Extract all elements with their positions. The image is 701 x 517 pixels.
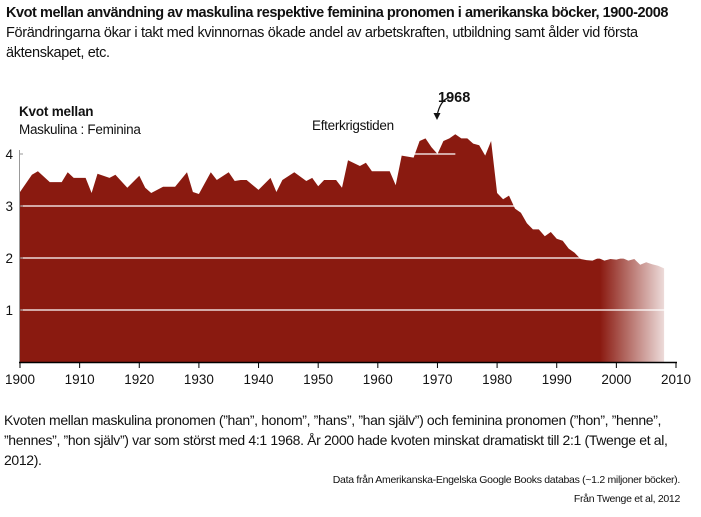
x-tick-label: 2000	[601, 372, 631, 387]
area-chart: 1900 1910 1920 1930 1940 1950 1960 1970 1980 1990…	[5, 96, 691, 387]
x-tick-label: 1900	[5, 372, 35, 387]
y-axis-ticks: 1 2 3 4	[5, 147, 23, 318]
x-axis-ticks: 1900 1910 1920 1930 1940 1950 1960 1970 1980 1990…	[5, 362, 691, 387]
fade-overlay	[600, 130, 676, 364]
x-tick-label: 1960	[363, 372, 393, 387]
x-tick-label: 1940	[244, 372, 274, 387]
x-tick-label: 1990	[542, 372, 572, 387]
x-tick-label: 1930	[184, 372, 214, 387]
citation-note: Från Twenge et al, 2012	[573, 493, 680, 505]
y-tick-label: 4	[5, 147, 13, 162]
y-tick-label: 3	[5, 199, 13, 214]
y-tick-label: 1	[5, 303, 13, 318]
chart-title: Kvot mellan användning av maskulina resp…	[6, 5, 668, 21]
gridlines	[21, 153, 676, 311]
x-tick-label: 1920	[124, 372, 154, 387]
x-tick-label: 1910	[65, 372, 95, 387]
y-axis-label-line2: Maskulina : Feminina	[19, 122, 141, 137]
annotation-postwar: Efterkrigstiden	[312, 118, 394, 133]
x-tick-label: 1950	[303, 372, 333, 387]
x-tick-label: 1980	[482, 372, 512, 387]
source-note: Data från Amerikanska-Engelska Google Bo…	[332, 474, 681, 486]
x-tick-label: 2010	[661, 372, 691, 387]
annotation-peak-1968: 1968	[438, 90, 471, 106]
x-tick-label: 1970	[422, 372, 452, 387]
caption-text: Kvoten mellan maskulina pronomen (”han”,…	[4, 412, 668, 468]
area-series	[20, 134, 665, 362]
arrowhead-icon	[433, 113, 441, 120]
area-fill	[20, 134, 665, 362]
y-axis-label-line1: Kvot mellan	[19, 104, 94, 119]
chart-subtitle: Förändringarna ökar i takt med kvinnorna…	[6, 25, 638, 61]
y-tick-label: 2	[5, 251, 13, 266]
